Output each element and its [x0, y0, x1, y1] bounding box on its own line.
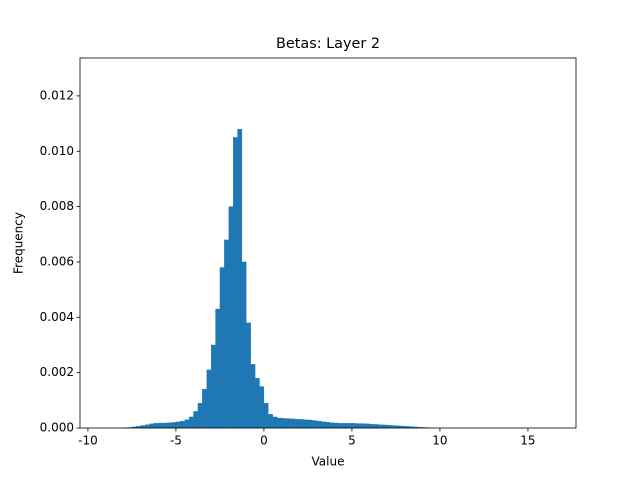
bar	[364, 423, 370, 429]
bar	[386, 425, 392, 429]
bar	[246, 322, 251, 429]
bar	[162, 422, 168, 429]
y-tick-label: 0.008	[40, 199, 74, 213]
chart-title: Betas: Layer 2	[276, 36, 380, 52]
bar	[144, 424, 150, 429]
bar	[166, 422, 172, 429]
x-tick-label: 10	[432, 434, 447, 448]
bar	[338, 423, 344, 429]
y-axis-label: Frequency	[12, 212, 26, 274]
bar	[193, 411, 199, 429]
bar	[237, 128, 243, 429]
bar	[307, 419, 313, 429]
x-tick-label: -10	[78, 434, 98, 448]
y-tick-label: 0.006	[40, 254, 74, 268]
bar	[215, 308, 221, 429]
bar	[232, 137, 238, 429]
bar	[351, 423, 357, 429]
bar	[356, 423, 361, 429]
bar	[259, 386, 265, 429]
bar	[254, 378, 260, 429]
bar	[342, 423, 348, 429]
bar	[228, 206, 234, 429]
bar	[184, 419, 190, 429]
bar	[272, 416, 278, 429]
y-tick-label: 0.000	[40, 421, 74, 435]
bar	[153, 423, 159, 429]
bar	[158, 422, 163, 429]
bar	[268, 414, 273, 429]
bar	[320, 421, 326, 429]
x-axis-label: Value	[312, 455, 345, 469]
bar	[316, 420, 322, 429]
bar	[202, 389, 207, 429]
bar	[149, 423, 155, 429]
bar	[197, 402, 203, 429]
bar	[325, 422, 331, 429]
x-tick-label: -5	[170, 434, 182, 448]
bar	[360, 423, 366, 429]
bar	[241, 261, 247, 429]
bar	[347, 423, 353, 429]
bar	[382, 424, 388, 429]
y-tick-label: 0.004	[40, 310, 74, 324]
bar	[171, 422, 177, 429]
bar	[250, 364, 256, 429]
y-tick-label: 0.002	[40, 365, 74, 379]
bar	[290, 418, 295, 429]
bar	[188, 416, 194, 429]
bar	[219, 267, 225, 429]
bar	[175, 421, 181, 429]
y-tick-label: 0.010	[40, 144, 74, 158]
bar	[180, 420, 185, 429]
bar	[373, 424, 379, 429]
bar	[281, 418, 287, 429]
bar	[294, 418, 300, 429]
bar	[303, 419, 309, 429]
bar	[329, 422, 335, 429]
plot-frame	[79, 57, 577, 429]
bar	[206, 369, 212, 429]
y-tick-label: 0.012	[40, 88, 74, 102]
bar	[312, 420, 317, 429]
bar	[210, 344, 216, 429]
bar	[285, 418, 291, 429]
bar	[263, 402, 269, 429]
bar	[369, 423, 375, 429]
bar	[378, 424, 383, 429]
x-tick-label: 5	[348, 434, 356, 448]
x-tick-label: 15	[520, 434, 535, 448]
bar	[298, 419, 304, 429]
x-tick-label: 0	[260, 434, 268, 448]
bar	[276, 417, 282, 429]
bar	[224, 239, 229, 429]
bar	[334, 422, 339, 429]
